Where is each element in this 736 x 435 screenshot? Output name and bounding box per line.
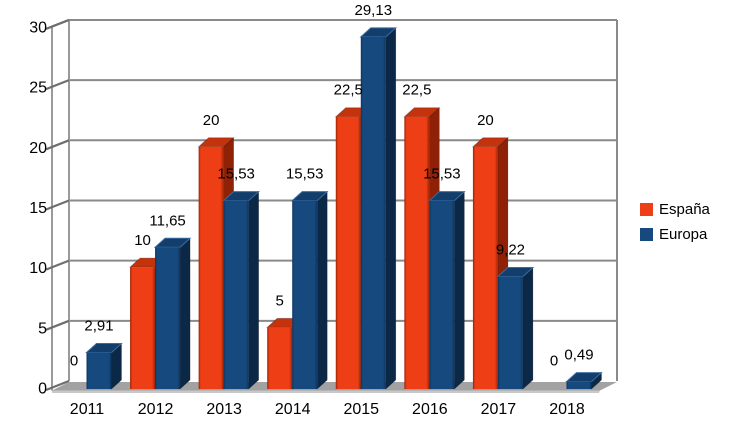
- y-tick-10: [45, 259, 70, 271]
- data-label-espana-2018: 0: [550, 353, 558, 370]
- bar-europa-2017: [496, 266, 535, 390]
- data-label-espana-2011: 0: [70, 353, 78, 370]
- data-label-espana-2017: 20: [477, 112, 494, 129]
- bar-front-face: [360, 36, 386, 390]
- bar-front-face: [223, 200, 249, 389]
- y-tick-30: [45, 18, 70, 30]
- data-label-europa-2011: 2,91: [84, 317, 113, 334]
- data-label-europa-2018: 0,49: [564, 347, 593, 364]
- y-tick-label-5: 5: [38, 320, 47, 337]
- bar-front-face: [86, 352, 112, 389]
- x-tick-label-2016: 2016: [412, 401, 448, 418]
- bar-front-face: [130, 267, 156, 389]
- bar-side-face: [522, 266, 534, 390]
- y-tick-label-25: 25: [29, 80, 47, 97]
- data-label-espana-2015: 22,5: [334, 82, 363, 99]
- y-tick-label-0: 0: [38, 381, 47, 398]
- bar-europa-2012: [153, 237, 192, 390]
- left-wall: [52, 19, 69, 391]
- legend: España Europa: [640, 197, 710, 247]
- data-label-europa-2017: 9,22: [496, 242, 525, 259]
- legend-item-0: España: [640, 197, 710, 222]
- floor-front-edge: [52, 390, 600, 393]
- bar-front-face: [155, 247, 181, 389]
- y-tick-label-10: 10: [29, 260, 47, 277]
- bar-europa-2011: [85, 342, 123, 390]
- y-tick-5: [45, 319, 70, 331]
- data-label-europa-2015: 29,13: [355, 2, 393, 19]
- data-label-europa-2014: 15,53: [286, 166, 324, 183]
- y-tick-label-15: 15: [29, 200, 47, 217]
- bar-side-face: [248, 190, 259, 390]
- data-label-espana-2012: 10: [134, 232, 151, 249]
- bar-front-face: [267, 327, 293, 389]
- bar-europa-2013: [222, 190, 260, 390]
- x-tick-label-2013: 2013: [206, 401, 242, 418]
- bar-front-face: [497, 276, 523, 389]
- bar-front-face: [335, 116, 361, 390]
- bar-front-face: [404, 116, 430, 390]
- bar-front-face: [198, 146, 224, 389]
- y-tick-0: [45, 379, 70, 392]
- bar-front-face: [429, 200, 455, 389]
- x-tick-label-2012: 2012: [138, 401, 174, 418]
- bar-side-face: [316, 190, 328, 390]
- legend-swatch-icon: [640, 228, 653, 241]
- x-tick-label-2018: 2018: [549, 401, 585, 418]
- bar-side-face: [385, 27, 397, 390]
- y-tick-20: [45, 139, 70, 151]
- bar-side-face: [179, 237, 191, 390]
- legend-swatch-icon: [640, 203, 653, 216]
- bar-europa-2016: [428, 190, 466, 390]
- data-label-europa-2016: 15,53: [423, 166, 461, 183]
- data-label-espana-2016: 22,5: [402, 82, 431, 99]
- bar-europa-2018: [565, 371, 603, 390]
- y-tick-label-30: 30: [29, 19, 47, 36]
- bar-front-face: [566, 381, 592, 389]
- data-label-espana-2014: 5: [276, 292, 284, 309]
- data-label-europa-2012: 11,65: [149, 212, 185, 229]
- x-tick-label-2017: 2017: [481, 401, 517, 418]
- bar-side-face: [454, 190, 465, 390]
- legend-label: España: [659, 201, 710, 218]
- y-tick-15: [45, 199, 70, 211]
- data-label-espana-2013: 20: [203, 112, 220, 129]
- x-tick-label-2014: 2014: [275, 401, 311, 418]
- legend-item-1: Europa: [640, 222, 710, 247]
- bar-europa-2015: [359, 27, 398, 390]
- bar-europa-2014: [290, 190, 329, 390]
- x-tick-label-2011: 2011: [70, 401, 105, 418]
- bar-front-face: [472, 146, 498, 389]
- legend-label: Europa: [659, 226, 708, 243]
- bar-front-face: [292, 200, 318, 389]
- y-tick-label-20: 20: [29, 140, 47, 157]
- x-tick-label-2015: 2015: [343, 401, 379, 418]
- y-tick-25: [45, 79, 70, 91]
- data-label-europa-2013: 15,53: [217, 166, 255, 183]
